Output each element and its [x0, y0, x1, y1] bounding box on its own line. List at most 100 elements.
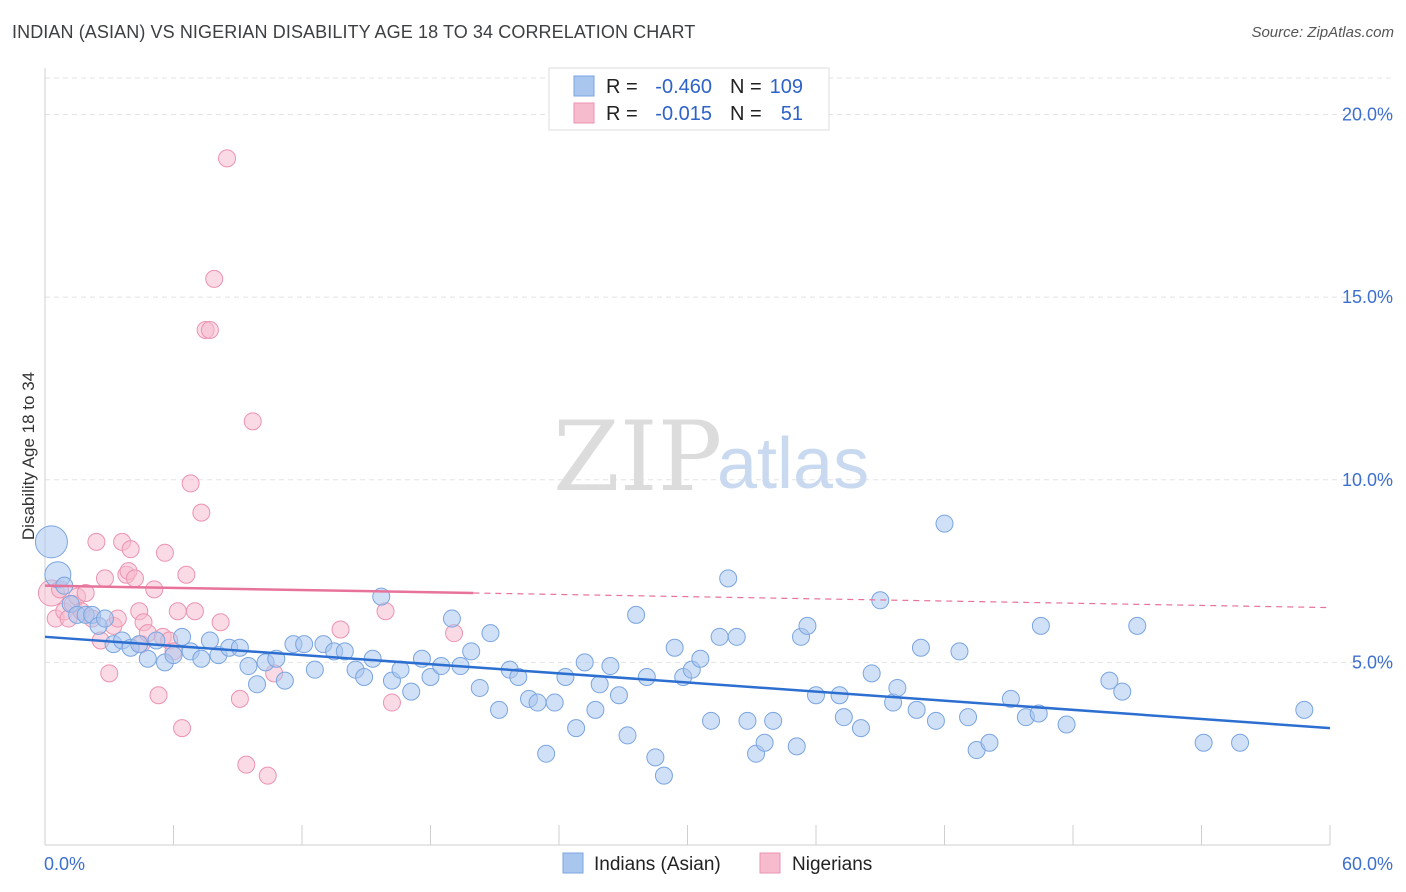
nigerians-point [237, 755, 256, 774]
legend-n-label-2: N = [730, 103, 762, 125]
indians-asian-point [335, 642, 354, 661]
indians-asian-point [764, 711, 783, 730]
indians-asian-point [556, 667, 575, 686]
indians-asian-point [959, 708, 978, 727]
indians-asian-point [490, 700, 509, 719]
indians-asian-point [691, 649, 710, 668]
bottom-legend-label-nigerians: Nigerians [792, 854, 872, 875]
legend-r-value-2: -0.015 [655, 103, 712, 125]
indians-asian-point [702, 711, 721, 730]
nigerians-point [177, 565, 196, 584]
indians-asian-point [862, 664, 881, 683]
indians-asian-point [851, 719, 870, 738]
indians-asian-trendline [44, 635, 1331, 730]
indians-asian-point [738, 711, 757, 730]
nigerians-point [200, 321, 219, 340]
y-tick-labels: 5.0% 10.0% 15.0% 20.0% [1342, 105, 1393, 673]
nigerians-point [168, 602, 187, 621]
indians-asian-point [239, 657, 258, 676]
indians-asian-point [637, 667, 656, 686]
legend-n-value-1: 109 [770, 76, 803, 98]
indians-asian-point [950, 642, 969, 661]
legend-r-value-1: -0.460 [655, 76, 712, 98]
y-axis-title: Disability Age 18 to 34 [19, 372, 38, 540]
legend-swatch-indians [573, 75, 595, 97]
watermark: ZIP atlas [553, 401, 869, 513]
indians-asian-point [481, 624, 500, 643]
indians-asian-point [665, 638, 684, 657]
indians-asian-point [545, 693, 564, 712]
indians-asian-point [834, 708, 853, 727]
indians-asian-point [528, 693, 547, 712]
nigerians-point [181, 474, 200, 493]
bottom-legend-swatch-indians [562, 852, 584, 874]
nigerians-point [258, 766, 277, 785]
indians-asian-point [1128, 616, 1147, 635]
indians-asian-point [926, 711, 945, 730]
indians-asian-point [421, 667, 440, 686]
nigerians-trendline [44, 584, 474, 595]
indians-asian-point [34, 525, 68, 559]
indians-asian-point [402, 682, 421, 701]
nigerians-point [230, 689, 249, 708]
indians-asian-points [34, 514, 1314, 785]
indians-asian-point [1029, 704, 1048, 723]
nigerians-trendline-extension [473, 592, 1331, 609]
indians-asian-point [355, 667, 374, 686]
indians-asian-point [654, 766, 673, 785]
legend-r-label-2: R = [606, 103, 638, 125]
nigerians-point [192, 503, 211, 522]
indians-asian-point [462, 642, 481, 661]
nigerians-point [95, 569, 114, 588]
indians-asian-point [787, 737, 806, 756]
indians-asian-point [627, 605, 646, 624]
indians-asian-point [192, 649, 211, 668]
nigerians-point [87, 532, 106, 551]
indians-asian-point [575, 653, 594, 672]
indians-asian-point [586, 700, 605, 719]
indians-asian-point [200, 631, 219, 650]
x-tick-label-max: 60.0% [1342, 854, 1393, 874]
indians-asian-point [719, 569, 738, 588]
indians-asian-point [164, 646, 183, 665]
legend-n-value-2: 51 [781, 103, 803, 125]
indians-asian-point [601, 657, 620, 676]
indians-asian-point [590, 675, 609, 694]
indians-asian-point [470, 678, 489, 697]
indians-asian-point [147, 631, 166, 650]
nigerians-point [382, 693, 401, 712]
nigerians-point [243, 412, 262, 431]
x-tick-label-min: 0.0% [44, 854, 85, 874]
y-tick-label: 5.0% [1352, 652, 1393, 672]
bottom-legend-label-indians: Indians (Asian) [594, 854, 721, 875]
indians-asian-point [830, 686, 849, 705]
indians-asian-point [1194, 733, 1213, 752]
watermark-atlas: atlas [717, 424, 869, 504]
y-tick-label: 15.0% [1342, 287, 1393, 307]
indians-asian-point [646, 748, 665, 767]
indians-asian-point [95, 609, 114, 628]
gridlines [45, 77, 1392, 663]
chart-title: INDIAN (ASIAN) VS NIGERIAN DISABILITY AG… [12, 22, 696, 42]
indians-asian-point [275, 671, 294, 690]
legend-n-label-1: N = [730, 76, 762, 98]
nigerians-point [205, 269, 224, 288]
watermark-zip: ZIP [553, 401, 722, 513]
indians-asian-point [442, 609, 461, 628]
indians-asian-point [305, 660, 324, 679]
nigerians-point [149, 686, 168, 705]
indians-asian-point [935, 514, 954, 533]
indians-asian-point [888, 678, 907, 697]
indians-asian-point [230, 638, 249, 657]
nigerians-point [100, 664, 119, 683]
indians-asian-point [1100, 671, 1119, 690]
indians-asian-point [710, 627, 729, 646]
nigerians-point [145, 580, 164, 599]
nigerians-point [155, 543, 174, 562]
y-tick-label: 20.0% [1342, 105, 1393, 125]
nigerians-point [125, 569, 144, 588]
indians-asian-point [980, 733, 999, 752]
indians-asian-point [1113, 682, 1132, 701]
nigerians-point [331, 620, 350, 639]
